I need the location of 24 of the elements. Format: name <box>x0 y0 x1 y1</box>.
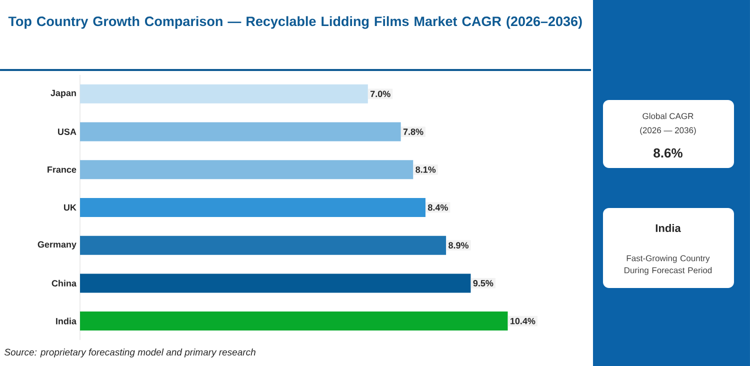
y-tick-label: France <box>48 166 76 173</box>
data-label: 7.0% <box>370 90 390 98</box>
data-label: 8.1% <box>416 166 436 173</box>
y-tick-label: Japan <box>50 90 76 98</box>
text: Global CAGR <box>642 112 694 120</box>
bar <box>80 236 446 255</box>
text: Fast-Growing Country During Forecast Period <box>624 255 712 275</box>
text: 8.6% <box>654 148 682 158</box>
data-label: 8.9% <box>448 242 469 249</box>
y-tick-label: UK <box>64 204 76 211</box>
y-tick-label: India <box>56 318 77 324</box>
bar <box>80 122 401 142</box>
source-note: Source: proprietary forecasting model and primary research <box>4 348 256 358</box>
y-tick-label: USA <box>58 128 76 135</box>
data-label: 7.8% <box>403 128 424 135</box>
data-label: 9.5% <box>473 280 494 286</box>
data-label: 10.4% <box>510 318 536 324</box>
y-tick-label: China <box>52 280 77 287</box>
bar <box>80 198 426 217</box>
text: (2026 — 2036) <box>640 127 696 135</box>
data-label: 8.4% <box>428 204 448 211</box>
y-tick-label: Germany <box>38 241 76 250</box>
chart-title: Top Country Growth Comparison — Recyclable Lidding Films Market CAGR (2026–2036) <box>8 16 582 29</box>
text: India <box>656 224 681 232</box>
